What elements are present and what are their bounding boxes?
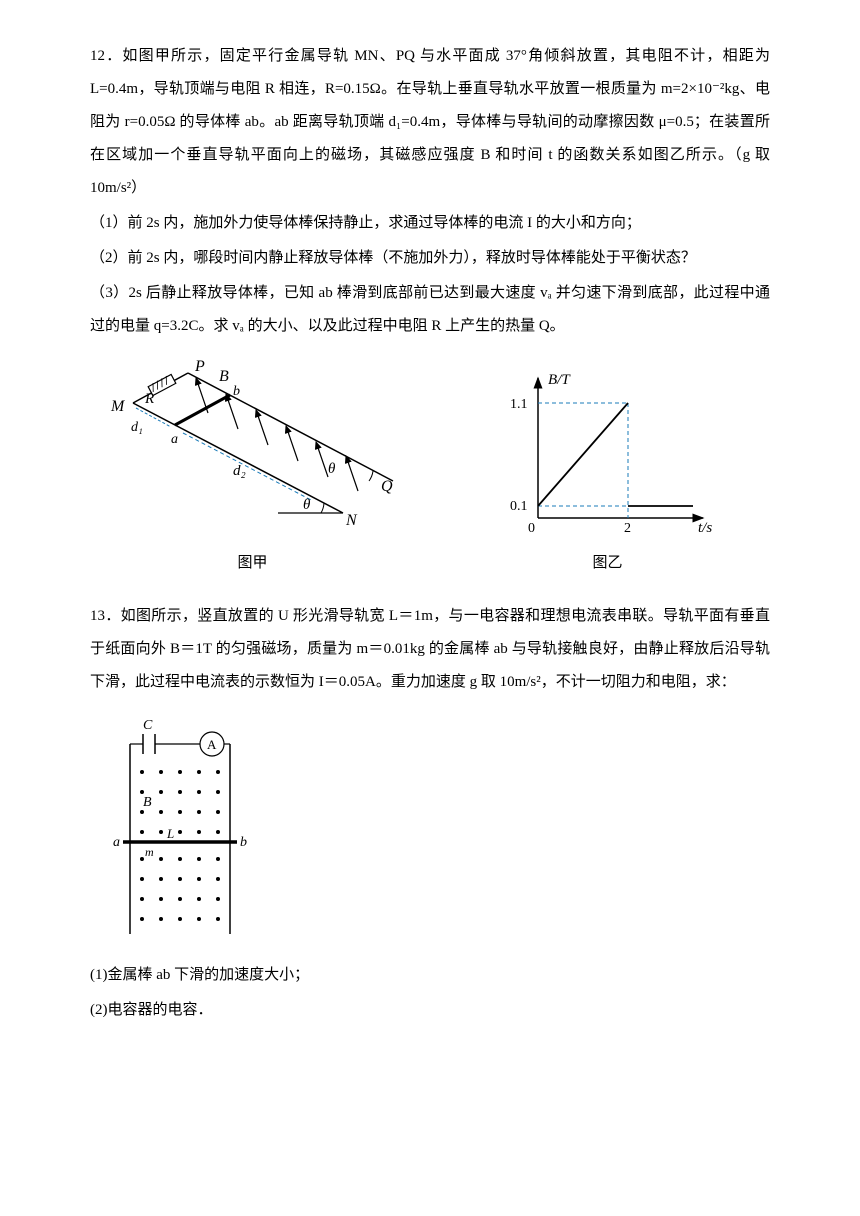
svg-text:b: b xyxy=(233,384,240,399)
svg-text:N: N xyxy=(345,512,358,529)
problem-13-q2: (2)电容器的电容． xyxy=(90,994,770,1027)
problem-12-q3: （3）2s 后静止释放导体棒，已知 ab 棒滑到底部前已达到最大速度 vₐ 并匀… xyxy=(90,277,770,343)
svg-text:A: A xyxy=(207,737,217,752)
figure-yi: B/T 1.1 0.1 0 2 t/s 图乙 xyxy=(445,368,770,580)
svg-text:B/T: B/T xyxy=(548,372,571,388)
svg-text:B: B xyxy=(143,795,152,810)
svg-text:2: 2 xyxy=(624,521,631,536)
problem-12-q2: （2）前 2s 内，哪段时间内静止释放导体棒（不施加外力），释放时导体棒能处于平… xyxy=(90,242,770,275)
problem-text: 如图甲所示，固定平行金属导轨 MN、PQ 与水平面成 37°角倾斜放置，其电阻不… xyxy=(90,48,770,196)
problem-text: 如图所示，竖直放置的 U 形光滑导轨宽 L＝1m，与一电容器和理想电流表串联。导… xyxy=(90,608,770,690)
inclined-rail-diagram: P B b R M d₁ a d₂ θ θ N Q xyxy=(103,353,403,543)
svg-text:b: b xyxy=(240,835,247,850)
problem-number: 12． xyxy=(90,48,122,64)
problem-13-q1: (1)金属棒 ab 下滑的加速度大小； xyxy=(90,959,770,992)
svg-text:0.1: 0.1 xyxy=(510,499,528,514)
svg-text:a: a xyxy=(171,432,178,447)
figure-jia: P B b R M d₁ a d₂ θ θ N Q 图甲 xyxy=(90,353,415,580)
svg-text:1.1: 1.1 xyxy=(510,397,528,412)
problem-12-figures: P B b R M d₁ a d₂ θ θ N Q 图甲 xyxy=(90,353,770,580)
svg-text:θ: θ xyxy=(303,497,311,513)
svg-text:a: a xyxy=(113,835,120,850)
problem-13-figure: A C B L a b m xyxy=(105,714,770,944)
svg-text:t/s: t/s xyxy=(698,520,712,536)
svg-text:0: 0 xyxy=(528,521,535,536)
u-rail-capacitor-diagram: A C B L a b m xyxy=(105,714,255,944)
svg-text:M: M xyxy=(110,398,126,415)
svg-text:Q: Q xyxy=(381,478,393,495)
problem-12-statement: 12．如图甲所示，固定平行金属导轨 MN、PQ 与水平面成 37°角倾斜放置，其… xyxy=(90,40,770,205)
svg-text:m: m xyxy=(145,845,154,859)
figure-jia-caption: 图甲 xyxy=(237,547,267,580)
problem-number: 13． xyxy=(90,608,121,624)
svg-text:P: P xyxy=(194,358,205,375)
b-t-graph: B/T 1.1 0.1 0 2 t/s xyxy=(498,368,718,543)
problem-12-q1: （1）前 2s 内，施加外力使导体棒保持静止，求通过导体棒的电流 I 的大小和方… xyxy=(90,207,770,240)
svg-text:C: C xyxy=(143,718,153,733)
svg-text:θ: θ xyxy=(328,461,336,477)
svg-text:R: R xyxy=(144,391,154,407)
figure-yi-caption: 图乙 xyxy=(592,547,622,580)
svg-text:B: B xyxy=(219,368,229,385)
svg-text:d₂: d₂ xyxy=(233,463,246,479)
svg-text:d₁: d₁ xyxy=(131,420,143,435)
svg-text:L: L xyxy=(166,826,174,841)
problem-13-statement: 13．如图所示，竖直放置的 U 形光滑导轨宽 L＝1m，与一电容器和理想电流表串… xyxy=(90,600,770,699)
